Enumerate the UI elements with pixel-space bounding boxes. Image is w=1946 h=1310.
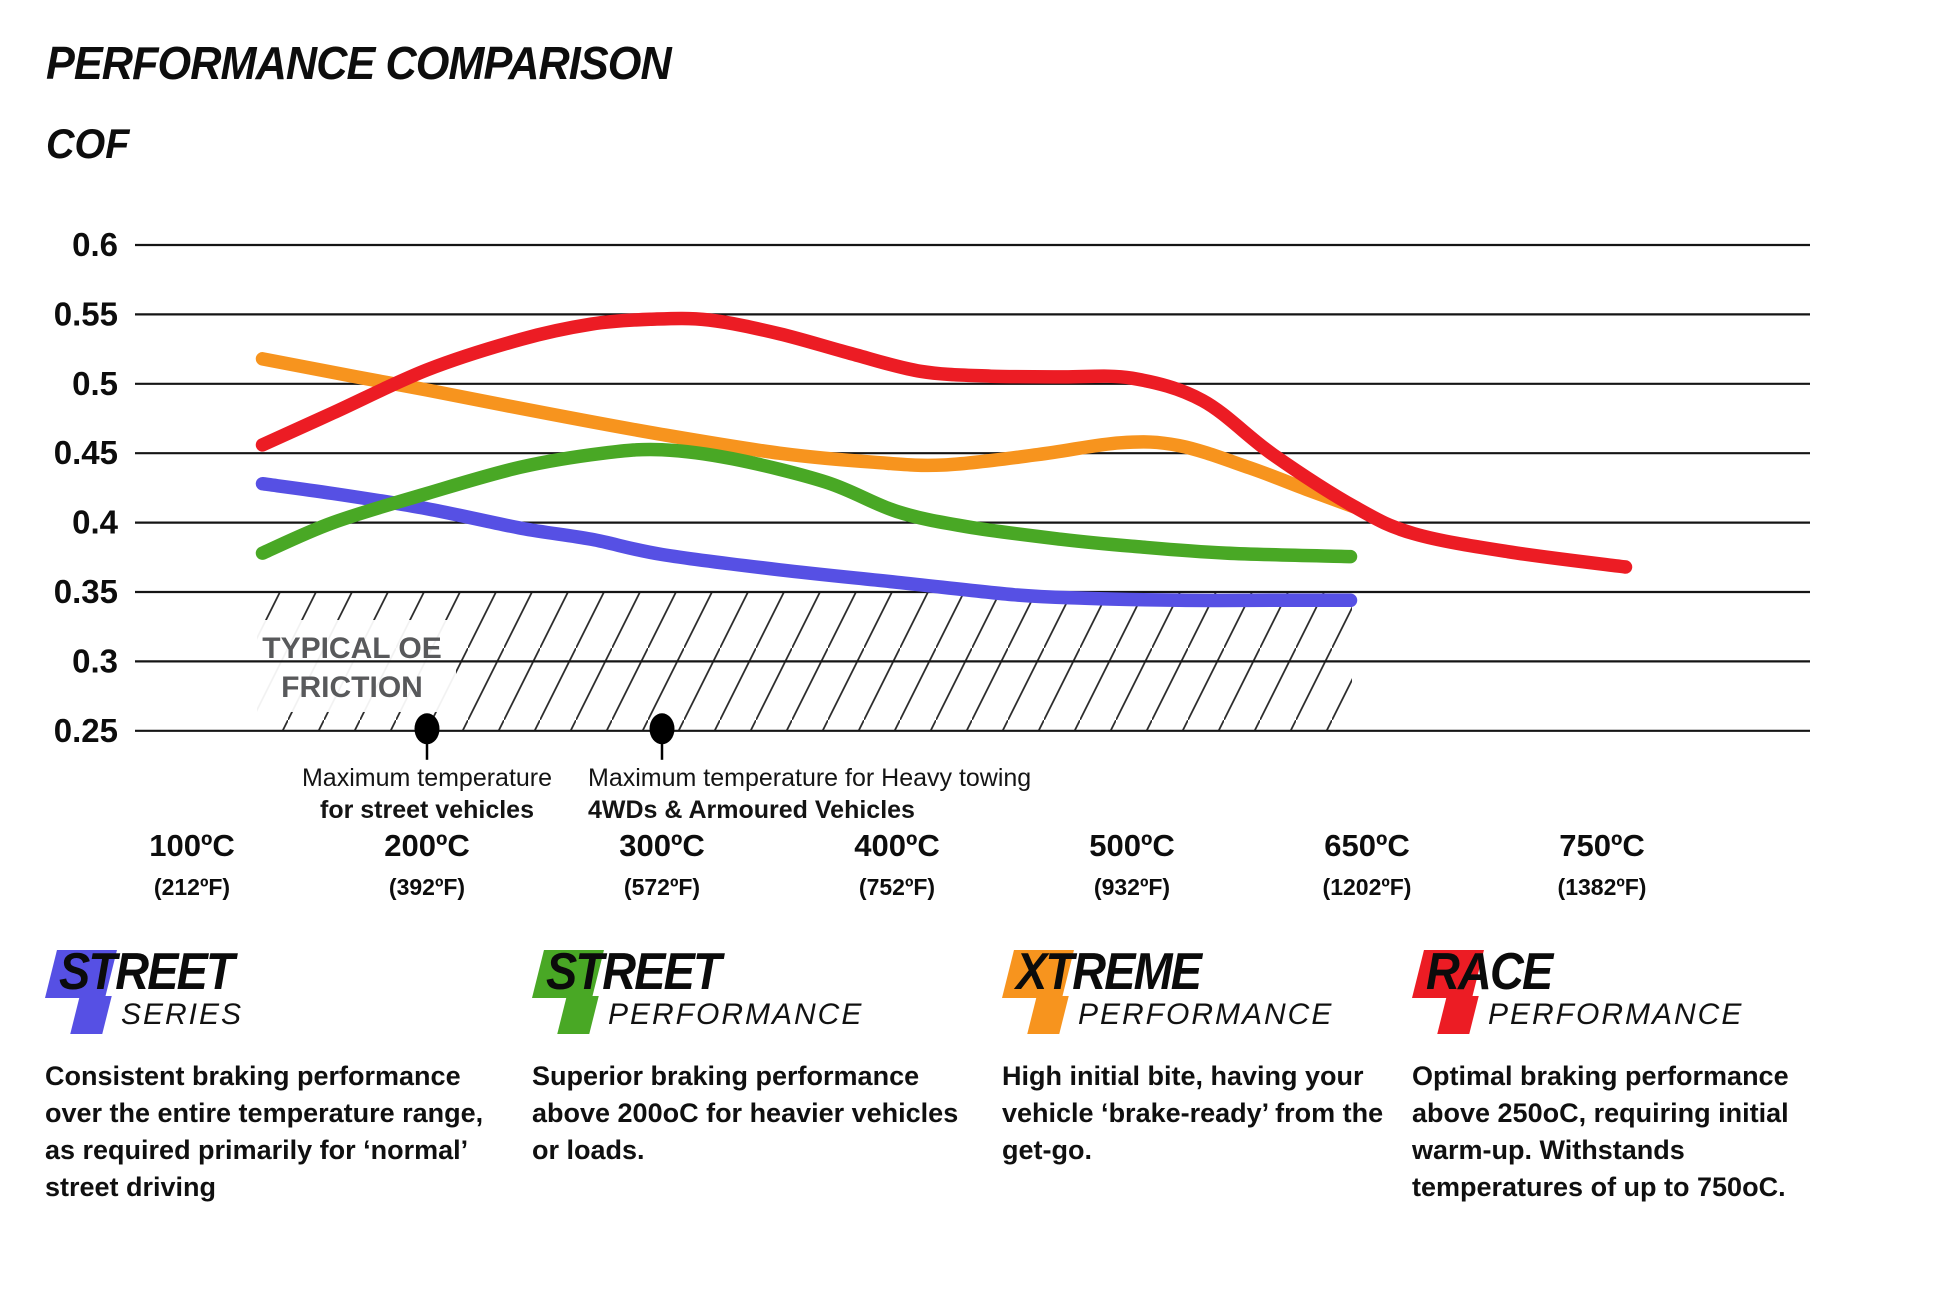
x-tick-label-celsius: 500ºC (1089, 828, 1174, 863)
annotation-markers (414, 713, 675, 760)
series-line-street-series (255, 476, 1358, 608)
legend-race-performance: RACE PERFORMANCE Optimal braking perform… (1412, 943, 1860, 1206)
max-temp-dot (414, 713, 440, 745)
x-tick-label-fahrenheit: (752ºF) (859, 874, 935, 900)
legend-description: Optimal braking performance above 250oC,… (1412, 1061, 1789, 1202)
legend-word: STREET (59, 943, 235, 1001)
legend-word: STREET (546, 943, 722, 1001)
oe-band-label-line1: TYPICAL OE (262, 632, 441, 665)
page-title: PERFORMANCE COMPARISON (46, 37, 672, 89)
oe-label-backing (250, 620, 456, 712)
legend-street-performance: STREET PERFORMANCE Superior braking perf… (532, 943, 980, 1169)
x-tick-label-celsius: 400ºC (854, 828, 939, 863)
annotation-line1: Maximum temperature (301, 764, 553, 792)
y-axis-label: COF (46, 120, 130, 167)
y-tick-label: 0.55 (54, 295, 118, 332)
annotation-line2: for street vehicles (319, 796, 534, 824)
performance-chart: 0.6 0.55 0.5 0.45 0.4 0.35 0.3 0.25 100ºC (212ºF)… (54, 226, 1810, 900)
x-tick-label-fahrenheit: (392ºF) (389, 874, 465, 900)
legend-subword: PERFORMANCE (1078, 998, 1334, 1031)
series-lines (255, 311, 1633, 608)
y-tick-label: 0.45 (54, 434, 118, 471)
street-series-logo: STREET SERIES (45, 943, 497, 1052)
x-tick-label-celsius: 200ºC (384, 828, 469, 863)
x-tick-label-celsius: 650ºC (1324, 828, 1409, 863)
y-tick-label: 0.35 (54, 573, 118, 610)
x-tick-label-fahrenheit: (1382ºF) (1558, 874, 1647, 900)
x-tick-label-celsius: 750ºC (1559, 828, 1644, 863)
legend-description: Consistent braking performance over the … (45, 1061, 484, 1202)
x-tick-label-fahrenheit: (1202ºF) (1323, 874, 1412, 900)
legend-subword: PERFORMANCE (608, 998, 864, 1031)
legend-description: Superior braking performance above 200oC… (532, 1061, 959, 1165)
legend-xtreme-performance: XTREME PERFORMANCE High initial bite, ha… (1002, 943, 1402, 1169)
x-tick-label-fahrenheit: (572ºF) (624, 874, 700, 900)
x-tick-label-celsius: 100ºC (149, 828, 234, 863)
axis-labels: 0.6 0.55 0.5 0.45 0.4 0.35 0.3 0.25 100ºC (212ºF)… (54, 226, 1647, 900)
legend-street-series: STREET SERIES Consistent braking perform… (45, 943, 497, 1206)
legend-word: XTREME (1016, 943, 1202, 1001)
y-tick-label: 0.3 (72, 642, 118, 679)
annotation-heavy-towing-max-temp: Maximum temperature for Heavy towing 4WD… (588, 762, 1031, 826)
race-performance-logo: RACE PERFORMANCE (1412, 943, 1860, 1052)
legend-subword: SERIES (121, 998, 244, 1031)
max-temp-dot (649, 713, 675, 745)
xtreme-performance-logo: XTREME PERFORMANCE (1002, 943, 1402, 1052)
legend-description: High initial bite, having your vehicle ‘… (1002, 1061, 1384, 1165)
y-tick-label: 0.4 (72, 504, 119, 541)
y-tick-label: 0.25 (54, 712, 118, 749)
y-tick-label: 0.6 (72, 226, 118, 263)
x-tick-label-fahrenheit: (212ºF) (154, 874, 230, 900)
series-line-street-performance (255, 442, 1358, 564)
series-line-race-performance (255, 311, 1633, 574)
legend-subword: PERFORMANCE (1488, 998, 1744, 1031)
annotation-line2: 4WDs & Armoured Vehicles (588, 796, 915, 824)
legend-word: RACE (1426, 943, 1553, 1001)
x-tick-label-fahrenheit: (932ºF) (1094, 874, 1170, 900)
street-performance-logo: STREET PERFORMANCE (532, 943, 980, 1052)
oe-band-label-line2: FRICTION (281, 671, 423, 704)
y-tick-label: 0.5 (72, 365, 118, 402)
series-line-xtreme-performance (255, 352, 1363, 515)
annotation-line1: Maximum temperature for Heavy towing (588, 764, 1032, 792)
x-tick-label-celsius: 300ºC (619, 828, 704, 863)
annotation-street-max-temp: Maximum temperature for street vehicles (302, 762, 552, 826)
